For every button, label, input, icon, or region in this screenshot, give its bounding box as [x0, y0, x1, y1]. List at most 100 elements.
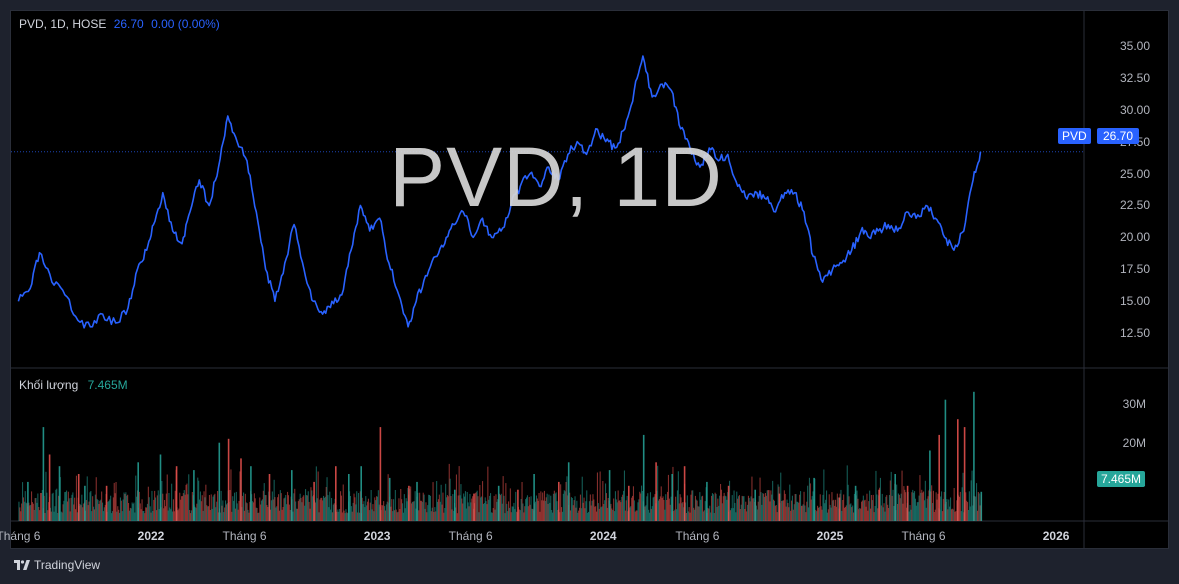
volume-bar: [575, 507, 577, 521]
volume-bar: [400, 489, 402, 521]
volume-bar: [757, 501, 759, 521]
volume-bar: [56, 488, 58, 521]
volume-bar: [195, 507, 197, 521]
time-tick-label: 2023: [363, 529, 391, 543]
volume-bar: [681, 503, 683, 521]
volume-bar: [423, 494, 425, 521]
volume-bar: [100, 499, 102, 521]
volume-bar: [585, 501, 587, 521]
volume-bar: [352, 502, 354, 521]
volume-bar: [310, 487, 312, 521]
volume-bar: [974, 496, 976, 521]
volume-bar-up: [27, 481, 29, 521]
volume-bar: [275, 507, 277, 521]
volume-bar: [694, 495, 696, 521]
volume-bar: [284, 497, 286, 521]
volume-bar: [91, 511, 93, 521]
volume-bar: [730, 508, 732, 521]
volume-bar: [702, 495, 704, 521]
volume-bar: [697, 506, 699, 521]
volume-bar: [261, 499, 263, 521]
volume-bar: [470, 502, 472, 521]
volume-bar: [750, 496, 752, 521]
volume-bar: [419, 492, 421, 521]
volume-bar: [796, 501, 798, 521]
volume-bar: [605, 493, 607, 521]
volume-bar: [52, 492, 54, 521]
volume-bar: [630, 506, 632, 521]
volume-bar: [339, 509, 341, 521]
volume-bar: [526, 497, 528, 521]
volume-bar: [783, 490, 785, 521]
volume-bar: [338, 511, 340, 521]
volume-bar: [402, 512, 404, 521]
volume-tick-label: 30M: [1122, 396, 1146, 411]
chart-area[interactable]: PVD, 1D, HOSE 26.70 0.00 (0.00%) PVD, 1D…: [0, 10, 1169, 549]
volume-bar: [816, 511, 818, 521]
volume-bar: [890, 471, 892, 521]
volume-bar: [976, 483, 978, 521]
time-tick-label: Tháng 6: [222, 529, 267, 543]
volume-bar: [745, 501, 747, 521]
volume-bar: [362, 504, 364, 521]
volume-bar: [774, 505, 776, 521]
volume-bar: [499, 493, 501, 521]
volume-bar: [187, 494, 189, 521]
volume-bar: [391, 499, 393, 521]
volume-bar: [919, 475, 921, 521]
volume-bar: [467, 502, 469, 521]
volume-bar: [453, 510, 455, 521]
volume-bar: [444, 508, 446, 521]
volume-bar: [320, 497, 322, 521]
volume-bar: [476, 490, 478, 521]
volume-bar: [508, 501, 510, 521]
volume-bar: [234, 508, 236, 521]
volume-bar: [547, 503, 549, 521]
volume-bar: [513, 502, 515, 521]
volume-bar: [41, 490, 43, 521]
volume-bar: [765, 495, 767, 521]
volume-bar: [446, 497, 448, 521]
chart-canvas[interactable]: [11, 11, 1168, 548]
volume-bar: [182, 493, 184, 521]
volume-bar: [287, 491, 289, 521]
volume-bar: [874, 506, 876, 521]
volume-bar: [649, 492, 651, 521]
volume-bar-down: [473, 493, 475, 521]
volume-bar: [270, 500, 272, 521]
volume-bar: [667, 491, 669, 521]
volume-bar: [823, 469, 825, 521]
volume-bar: [801, 505, 803, 521]
volume-bar: [294, 488, 296, 521]
volume-bar: [860, 508, 862, 521]
time-tick-label: 2022: [137, 529, 165, 543]
volume-bar: [712, 494, 714, 521]
volume-bar: [586, 490, 588, 521]
volume-bar: [935, 492, 937, 521]
volume-bar: [640, 493, 642, 521]
volume-bar: [181, 496, 183, 521]
volume-bar: [350, 506, 352, 521]
volume-bar-up: [973, 391, 975, 521]
volume-bar: [243, 492, 245, 521]
volume-bar: [447, 496, 449, 521]
price-tick-label: 30.00: [1119, 102, 1150, 117]
volume-bar: [577, 512, 579, 521]
volume-bar: [542, 492, 544, 521]
volume-bar: [499, 495, 501, 521]
footer-brand[interactable]: TradingView: [14, 558, 100, 572]
volume-bar: [541, 500, 543, 521]
volume-bar: [130, 508, 132, 521]
volume-bar: [141, 499, 143, 521]
volume-bar: [811, 496, 813, 521]
volume-bar: [191, 492, 193, 521]
volume-bar: [104, 504, 106, 521]
volume-bar: [128, 510, 130, 521]
volume-bar: [600, 507, 602, 521]
volume-bar-down: [838, 497, 841, 521]
volume-bar: [545, 497, 547, 521]
volume-bar: [958, 495, 960, 521]
volume-bar: [347, 513, 349, 521]
volume-bar: [421, 501, 423, 521]
volume-bar: [449, 478, 451, 521]
